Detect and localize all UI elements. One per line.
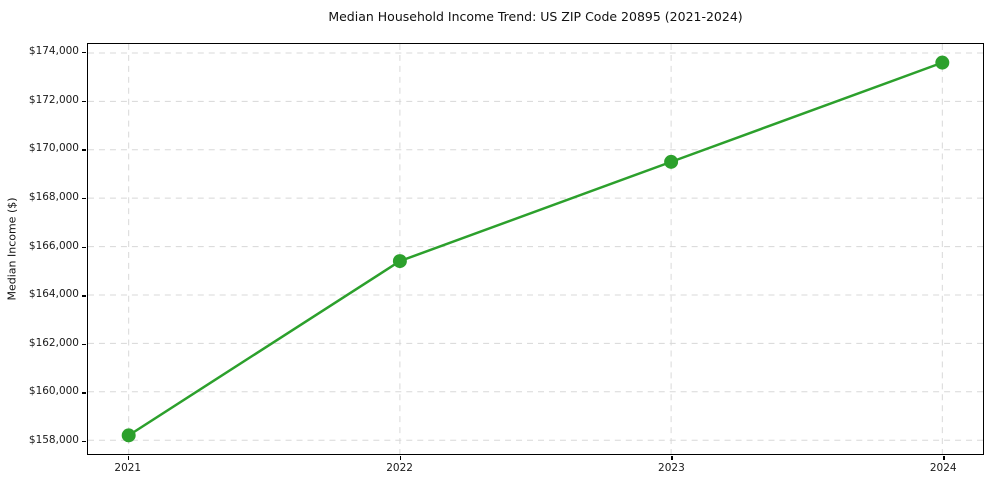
data-point (392, 254, 407, 269)
y-tick-mark (82, 197, 86, 200)
y-tick-mark (82, 392, 86, 394)
y-tick-label: $162,000 (28, 336, 79, 349)
x-tick-mark (127, 456, 130, 460)
y-tick-label: $168,000 (28, 190, 79, 203)
plot-area (87, 43, 984, 455)
x-tick-mark (399, 456, 401, 460)
y-tick-label: $166,000 (28, 239, 79, 252)
y-tick-label: $164,000 (28, 288, 79, 301)
x-tick-mark (671, 456, 673, 460)
y-tick-mark (82, 343, 86, 346)
y-tick-mark (82, 441, 86, 443)
y-tick-mark (82, 100, 86, 102)
line-chart (88, 44, 983, 454)
x-tick-label: 2023 (658, 462, 685, 474)
y-tick-label: $158,000 (28, 434, 79, 447)
y-tick-label: $160,000 (28, 385, 79, 398)
y-tick-mark (82, 149, 86, 151)
y-tick-label: $174,000 (28, 44, 79, 57)
data-point (935, 55, 950, 70)
x-tick-label: 2021 (114, 462, 142, 474)
y-tick-mark (82, 246, 86, 248)
data-point (121, 428, 136, 443)
y-tick-label: $170,000 (28, 142, 79, 155)
x-tick-label: 2024 (929, 462, 957, 474)
y-tick-mark (82, 295, 86, 297)
x-tick-label: 2022 (386, 462, 413, 474)
y-tick-mark (82, 51, 86, 54)
y-tick-label: $172,000 (28, 93, 79, 106)
chart-title: Median Household Income Trend: US ZIP Co… (328, 9, 743, 24)
trend-line (127, 61, 944, 437)
x-tick-mark (943, 456, 945, 460)
data-point (664, 154, 679, 169)
